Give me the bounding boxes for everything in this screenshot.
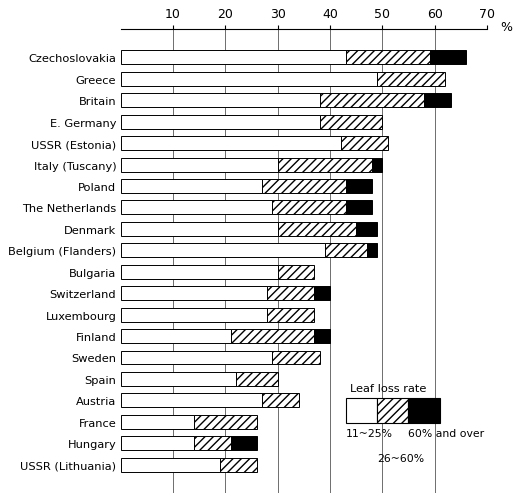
Bar: [121, 330, 231, 343]
Bar: [121, 158, 278, 172]
Bar: [267, 308, 314, 322]
Bar: [121, 73, 377, 87]
Bar: [236, 372, 278, 386]
Bar: [121, 308, 267, 322]
Text: %: %: [500, 21, 512, 34]
Bar: [121, 116, 319, 129]
Bar: [121, 394, 262, 407]
Bar: [346, 51, 430, 65]
Bar: [356, 222, 377, 236]
Bar: [231, 436, 257, 450]
Bar: [267, 287, 314, 301]
Bar: [121, 458, 220, 471]
Bar: [372, 158, 383, 172]
Bar: [262, 394, 299, 407]
Bar: [346, 201, 372, 215]
Bar: [346, 180, 372, 193]
Bar: [121, 351, 272, 365]
Bar: [424, 94, 450, 108]
Bar: [121, 436, 194, 450]
Bar: [272, 201, 346, 215]
Text: Leaf loss rate: Leaf loss rate: [350, 383, 426, 393]
Bar: [121, 137, 340, 151]
Bar: [194, 436, 231, 450]
Text: 26~60%: 26~60%: [377, 453, 424, 463]
Bar: [377, 398, 408, 423]
Bar: [121, 222, 278, 236]
Bar: [220, 458, 257, 471]
Bar: [121, 94, 319, 108]
Bar: [262, 180, 346, 193]
Bar: [319, 94, 424, 108]
Bar: [272, 351, 319, 365]
Bar: [346, 398, 377, 423]
Bar: [314, 287, 330, 301]
Bar: [408, 398, 440, 423]
Bar: [314, 330, 330, 343]
Bar: [325, 244, 367, 258]
Bar: [121, 415, 194, 429]
Text: 11~25%: 11~25%: [346, 428, 393, 438]
Bar: [377, 73, 445, 87]
Bar: [121, 244, 325, 258]
Bar: [194, 415, 257, 429]
Bar: [121, 180, 262, 193]
Bar: [430, 51, 466, 65]
Bar: [278, 158, 372, 172]
Bar: [278, 265, 314, 279]
Bar: [319, 116, 383, 129]
Text: 60% and over: 60% and over: [408, 428, 484, 438]
Bar: [121, 265, 278, 279]
Bar: [231, 330, 314, 343]
Bar: [278, 222, 356, 236]
Bar: [367, 244, 377, 258]
Bar: [340, 137, 388, 151]
Bar: [121, 201, 272, 215]
Bar: [121, 51, 346, 65]
Bar: [121, 372, 236, 386]
Bar: [121, 287, 267, 301]
